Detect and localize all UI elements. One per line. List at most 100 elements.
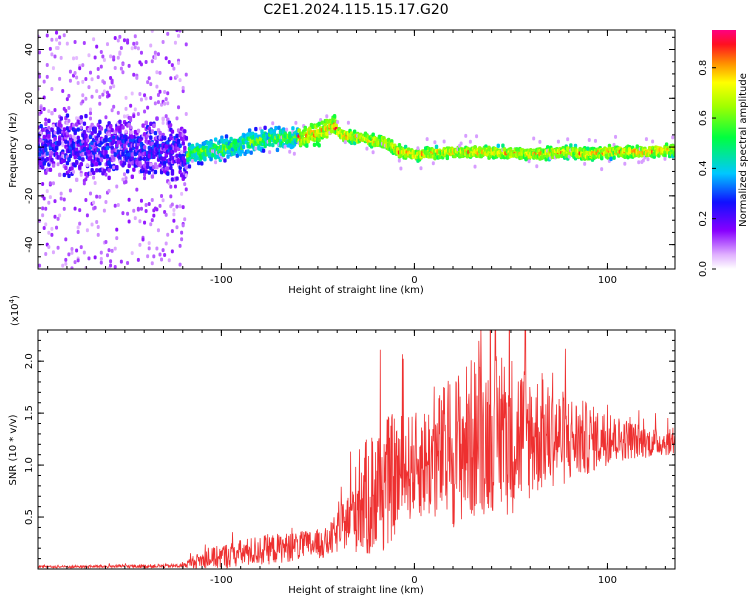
spectrogram-cell — [184, 173, 188, 178]
spectrogram-cell — [175, 116, 179, 121]
spectrogram-cell — [468, 139, 472, 144]
spectrogram-cell — [95, 153, 99, 158]
spectrogram-cell — [76, 135, 80, 141]
spectrogram-cell — [82, 41, 86, 46]
spectrogram-cell — [96, 232, 100, 237]
spectrogram-cell — [92, 200, 96, 205]
spectrogram-cell — [150, 261, 154, 266]
spectrogram-cell — [566, 137, 570, 142]
spectrogram-xtick-label: 0 — [411, 275, 417, 286]
spectrogram-cell — [169, 194, 173, 199]
spectrogram-cell — [75, 116, 79, 121]
spectrogram-cell — [41, 213, 45, 218]
spectrogram-cell — [87, 53, 91, 58]
spectrogram-cell — [47, 134, 51, 139]
spectrogram-cell — [64, 237, 68, 242]
spectrogram-cell — [44, 117, 48, 122]
spectrogram-cell — [268, 142, 272, 147]
spectrogram-cell — [95, 168, 99, 173]
spectrogram-cell — [38, 74, 42, 79]
spectrogram-cell — [73, 70, 77, 75]
spectrogram-cell — [118, 128, 122, 133]
spectrogram-cell — [176, 157, 181, 163]
spectrogram-cell — [96, 133, 101, 139]
spectrogram-cell — [172, 207, 176, 212]
spectrogram-cell — [254, 146, 258, 151]
spectrogram-cell — [268, 150, 272, 155]
spectrogram-cell — [41, 127, 45, 132]
spectrogram-cell — [195, 155, 199, 161]
spectrogram-cell — [152, 123, 156, 128]
spectrogram-cell — [90, 131, 94, 136]
spectrogram-cell — [166, 232, 170, 237]
spectrogram-xlabel: Height of straight line (km) — [288, 285, 424, 296]
spectrogram-cell — [89, 70, 93, 75]
spectrogram-cell — [209, 156, 213, 162]
spectrogram-cell — [110, 145, 114, 151]
spectrogram-cell — [67, 118, 71, 123]
spectrogram-cell — [180, 173, 184, 178]
spectrogram-cell — [175, 74, 179, 79]
spectrogram-cell — [133, 107, 137, 112]
spectrogram-cell — [177, 33, 181, 38]
spectrogram-cell — [47, 109, 51, 114]
spectrogram-cell — [241, 144, 246, 150]
spectrogram-cell — [292, 151, 296, 156]
spectrogram-cell — [156, 93, 160, 98]
spectrogram-ticks: -100 0 100 -40 -20 0 20 40 — [24, 30, 675, 286]
spectrogram-cell — [146, 164, 150, 169]
spectrogram-cell — [68, 188, 72, 193]
spectrogram-cell — [320, 120, 324, 125]
spectrogram-cell — [58, 140, 62, 145]
spectrogram-cell — [135, 187, 139, 192]
spectrogram-cell — [113, 246, 117, 251]
spectrogram-cell — [105, 90, 109, 95]
spectrogram-cell — [81, 93, 85, 98]
spectrogram-cell — [59, 196, 63, 201]
spectrogram-cell — [113, 65, 117, 70]
colorbar-tick-label: 0.4 — [698, 160, 709, 176]
spectrogram-cell — [224, 138, 229, 143]
spectrogram-cell — [98, 101, 102, 106]
spectrogram-cell — [42, 134, 46, 140]
spectrogram-cell — [107, 160, 111, 165]
spectrogram-cell — [89, 111, 93, 116]
spectrogram-cell — [55, 30, 59, 35]
spectrogram-cell — [84, 113, 88, 119]
spectrogram-cell — [442, 139, 446, 144]
colorbar-tick-label: 0.0 — [698, 261, 709, 277]
spectrogram-cell — [78, 155, 82, 161]
spectrogram-cell — [247, 128, 252, 133]
spectrogram-cell — [70, 250, 74, 255]
spectrogram-cell — [124, 95, 128, 100]
spectrogram-cell — [163, 160, 167, 166]
spectrogram-cell — [90, 77, 94, 82]
spectrogram-cell — [664, 142, 669, 147]
spectrogram-cell — [346, 120, 350, 125]
spectrogram-cell — [133, 34, 137, 39]
spectrogram-cell — [158, 252, 162, 257]
spectrogram-cell — [64, 257, 68, 262]
spectrogram-cell — [142, 145, 147, 150]
spectrogram-cell — [87, 256, 91, 261]
spectrogram-cell — [62, 158, 67, 163]
spectrogram-cell — [138, 242, 142, 247]
spectrogram-cell — [433, 140, 437, 145]
spectrogram-cell — [159, 149, 164, 155]
spectrogram-cell — [102, 80, 106, 85]
spectrogram-cell — [546, 145, 550, 150]
spectrogram-cell — [99, 260, 103, 265]
spectrogram-cell — [303, 127, 307, 132]
spectrogram-cell — [166, 91, 170, 96]
spectrogram-cell — [53, 199, 57, 204]
spectrogram-cell — [240, 149, 244, 154]
spectrogram-cell — [397, 158, 401, 163]
spectrogram-cell — [50, 226, 54, 231]
spectrogram-cell — [44, 252, 48, 257]
spectrogram-cell — [173, 184, 177, 189]
spectrogram-cell — [496, 143, 500, 148]
spectrogram-cell — [146, 254, 150, 259]
spectrogram-cell — [144, 96, 148, 101]
spectrogram-cell — [329, 129, 334, 134]
spectrogram-cell — [141, 123, 145, 128]
